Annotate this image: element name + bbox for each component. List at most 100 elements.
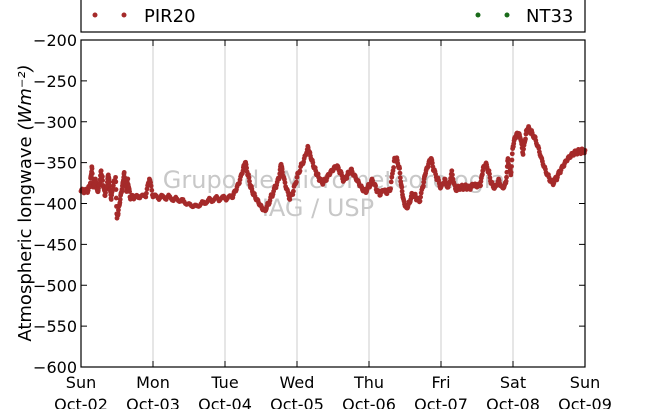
point-fill-pir20-119-2	[487, 171, 492, 177]
legend-label-pir20: PIR20	[144, 6, 196, 27]
x-tick-label-date-2: Oct-04	[198, 395, 252, 409]
legend: PIR20 NT33	[80, 0, 586, 33]
point-pir20-61	[294, 174, 300, 180]
point-fill-pir20-88-2	[389, 174, 395, 180]
point-fill-pir20-98-1	[417, 198, 423, 204]
watermark-line-2: IAG / USP	[262, 194, 374, 222]
legend-box	[80, 0, 586, 33]
x-tick-label-day-5: Fri	[431, 373, 450, 392]
point-fill-pir20-4-1	[89, 166, 95, 171]
x-tick-label-day-1: Mon	[136, 373, 170, 392]
point-fill-pir20-57-4	[282, 180, 288, 185]
point-fill-pir20-45-3	[244, 165, 250, 171]
y-tick-label-0: −600	[33, 358, 77, 377]
y-tick-label-8: −200	[33, 31, 77, 50]
point-fill-pir20-126-1	[508, 169, 514, 175]
x-tick-label-date-4: Oct-06	[342, 395, 396, 409]
x-tick-label-date-5: Oct-07	[414, 395, 468, 409]
point-pir20-22	[121, 170, 127, 175]
x-tick-label-day-0: Sun	[66, 373, 96, 392]
point-fill-pir20-17-2	[113, 187, 119, 192]
point-fill-pir20-92-1	[399, 184, 405, 190]
data-points	[78, 124, 588, 221]
point-fill-pir20-124-1	[503, 178, 509, 184]
legend-marker-nt33-1	[475, 12, 481, 18]
point-fill-pir20-61-5	[297, 168, 303, 174]
point-fill-pir20-83-5	[373, 183, 378, 189]
point-fill-pir20-124-2	[504, 174, 509, 180]
point-pir20-66	[310, 160, 316, 166]
point-fill-pir20-124-3	[504, 169, 510, 175]
point-fill-pir20-29-4	[149, 187, 155, 193]
point-pir20-9	[98, 168, 104, 174]
point-pir20-17	[113, 174, 118, 180]
point-fill-pir20-131-1	[521, 146, 526, 152]
x-tick-label-date-1: Oct-03	[126, 395, 180, 409]
legend-marker-nt33-2	[504, 12, 510, 18]
x-tick-label-day-3: Wed	[280, 373, 315, 392]
point-fill-pir20-99-1	[420, 183, 426, 189]
point-fill-pir20-17-3	[113, 195, 119, 201]
point-fill-pir20-18-5	[115, 211, 121, 217]
y-axis-label: Atmospheric longwave (Wm⁻²)	[15, 64, 36, 341]
point-pir20-60	[291, 188, 296, 194]
x-tick-label-date-0: Oct-02	[54, 395, 108, 409]
point-fill-pir20-46-3	[247, 178, 252, 184]
point-fill-pir20-46-2	[246, 175, 252, 180]
y-tick-label-4: −400	[33, 195, 77, 214]
y-tick-label-7: −250	[33, 72, 77, 91]
point-fill-pir20-126-2	[509, 164, 514, 169]
point-fill-pir20-126-4	[509, 151, 515, 157]
point-pir20-116	[478, 183, 483, 188]
point-fill-pir20-13-4	[106, 179, 112, 185]
y-axis-label-unit: (Wm⁻²)	[15, 64, 36, 130]
point-fill-pir20-60-5	[294, 179, 299, 185]
x-tick-label-day-2: Tue	[210, 373, 238, 392]
legend-marker-pir20-2	[121, 12, 127, 18]
y-tick-label-2: −500	[33, 276, 77, 295]
y-tick-label-1: −550	[33, 317, 77, 336]
y-tick-label-5: −350	[33, 154, 77, 173]
point-pir20-88	[388, 186, 393, 192]
point-fill-pir20-19-5	[117, 197, 123, 202]
x-tick-label-day-7: Sun	[570, 373, 600, 392]
point-fill-pir20-126-3	[509, 157, 515, 163]
x-tick-label-day-4: Thu	[353, 373, 384, 392]
point-fill-pir20-91-2	[397, 170, 403, 176]
point-fill-pir20-29-3	[148, 183, 154, 189]
y-axis-label-text: Atmospheric longwave	[15, 136, 36, 341]
point-fill-pir20-91-3	[397, 175, 403, 181]
point-fill-pir20-116-5	[480, 171, 485, 177]
point-fill-pir20-92-2	[399, 188, 405, 194]
point-pir20-131	[520, 152, 526, 157]
point-fill-pir20-28-1	[144, 190, 149, 196]
y-axis: −600 −550 −500 −450 −400 −350 −300 −250 −200	[33, 31, 585, 377]
legend-label-nt33: NT33	[526, 6, 573, 27]
x-tick-label-date-3: Oct-05	[270, 395, 324, 409]
point-fill-pir20-4-2	[89, 171, 95, 176]
point-fill-pir20-131-5	[523, 136, 528, 142]
x-tick-label-date-6: Oct-08	[486, 395, 540, 409]
point-pir20-108	[449, 168, 455, 174]
x-tick-label-date-7: Oct-09	[558, 395, 612, 409]
point-fill-pir20-6-1	[93, 179, 99, 184]
point-fill-pir20-136-1	[536, 145, 542, 151]
legend-marker-pir20-1	[92, 12, 98, 18]
point-fill-pir20-102-3	[429, 160, 435, 166]
point-fill-pir20-9-5	[99, 174, 105, 180]
point-pir20-125	[505, 156, 511, 161]
point-pir20-16	[111, 183, 116, 188]
point-pir20-19	[116, 207, 121, 213]
y-tick-label-3: −450	[33, 235, 77, 254]
point-pir20-28	[143, 194, 149, 200]
point-fill-pir20-88-1	[388, 179, 394, 185]
x-tick-label-day-6: Sat	[500, 373, 526, 392]
x-axis: Sun Oct-02 Mon Oct-03 Tue Oct-04 Wed Oct-05 Thu O…	[54, 40, 612, 409]
point-pir20-15	[108, 197, 114, 202]
point-fill-pir20-24-5	[127, 189, 132, 194]
point-fill-pir20-88-5	[391, 165, 396, 170]
point-fill-pir20-17-1	[113, 179, 119, 185]
point-fill-pir20-98-2	[418, 194, 423, 200]
point-fill-pir20-91-1	[397, 165, 402, 171]
